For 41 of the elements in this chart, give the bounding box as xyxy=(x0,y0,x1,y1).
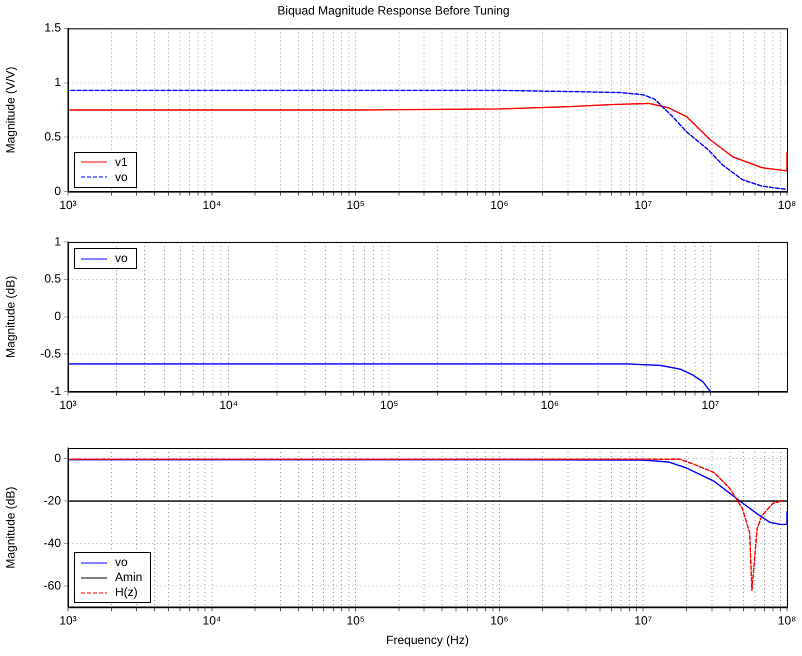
y-tick-label: 1.5 xyxy=(44,20,62,35)
y-tick-label: 1 xyxy=(54,234,62,248)
x-tick-label: 10⁴ xyxy=(202,198,222,212)
x-tick-label: 10⁸ xyxy=(778,198,796,212)
legend-label: vo xyxy=(115,555,128,570)
x-axis-title: Frequency (Hz) xyxy=(386,633,469,648)
y-tick-label: 0.5 xyxy=(44,272,62,286)
y-tick-label: -40 xyxy=(44,536,62,550)
y-tick-label: 0.5 xyxy=(44,130,62,144)
x-tick-label: 10⁴ xyxy=(219,398,238,412)
y-tick-label: -20 xyxy=(44,493,62,508)
x-tick-label: 10³ xyxy=(59,614,77,628)
x-tick-label: 10⁸ xyxy=(778,614,796,628)
y-tick-label: 0 xyxy=(54,309,62,324)
legend-label: H(z) xyxy=(115,585,138,600)
legend-label: Amin xyxy=(115,570,142,586)
y-tick-label: -1 xyxy=(50,384,62,398)
y-axis-title: Magnitude (V/V) xyxy=(4,66,18,154)
x-tick-label: 10⁵ xyxy=(380,398,398,412)
legend-label: vo xyxy=(115,170,128,185)
x-tick-label: 10⁵ xyxy=(346,614,365,628)
x-tick-label: 10⁶ xyxy=(490,198,509,212)
x-tick-label: 10⁷ xyxy=(634,198,652,212)
x-tick-label: 10⁷ xyxy=(634,614,652,628)
y-axis-title: Magnitude (dB) xyxy=(4,276,18,358)
x-tick-label: 10⁶ xyxy=(490,614,509,628)
y-tick-label: 1 xyxy=(54,75,62,90)
x-tick-label: 10⁴ xyxy=(202,614,222,628)
x-tick-label: 10³ xyxy=(59,398,77,412)
y-axis-title: Magnitude (dB) xyxy=(4,486,18,569)
y-tick-label: -0.5 xyxy=(40,346,62,361)
y-tick-label: -60 xyxy=(44,578,62,592)
x-tick-label: 10⁶ xyxy=(540,398,559,412)
x-tick-label: 10³ xyxy=(59,198,77,212)
x-tick-label: 10⁵ xyxy=(346,198,365,212)
y-tick-label: 0 xyxy=(54,184,62,198)
x-tick-label: 10⁷ xyxy=(702,398,720,412)
y-tick-label: 0 xyxy=(54,450,62,465)
legend-label: v1 xyxy=(115,154,128,170)
legend-label: vo xyxy=(115,251,128,266)
chart-title: Biquad Magnitude Response Before Tuning xyxy=(277,4,510,18)
